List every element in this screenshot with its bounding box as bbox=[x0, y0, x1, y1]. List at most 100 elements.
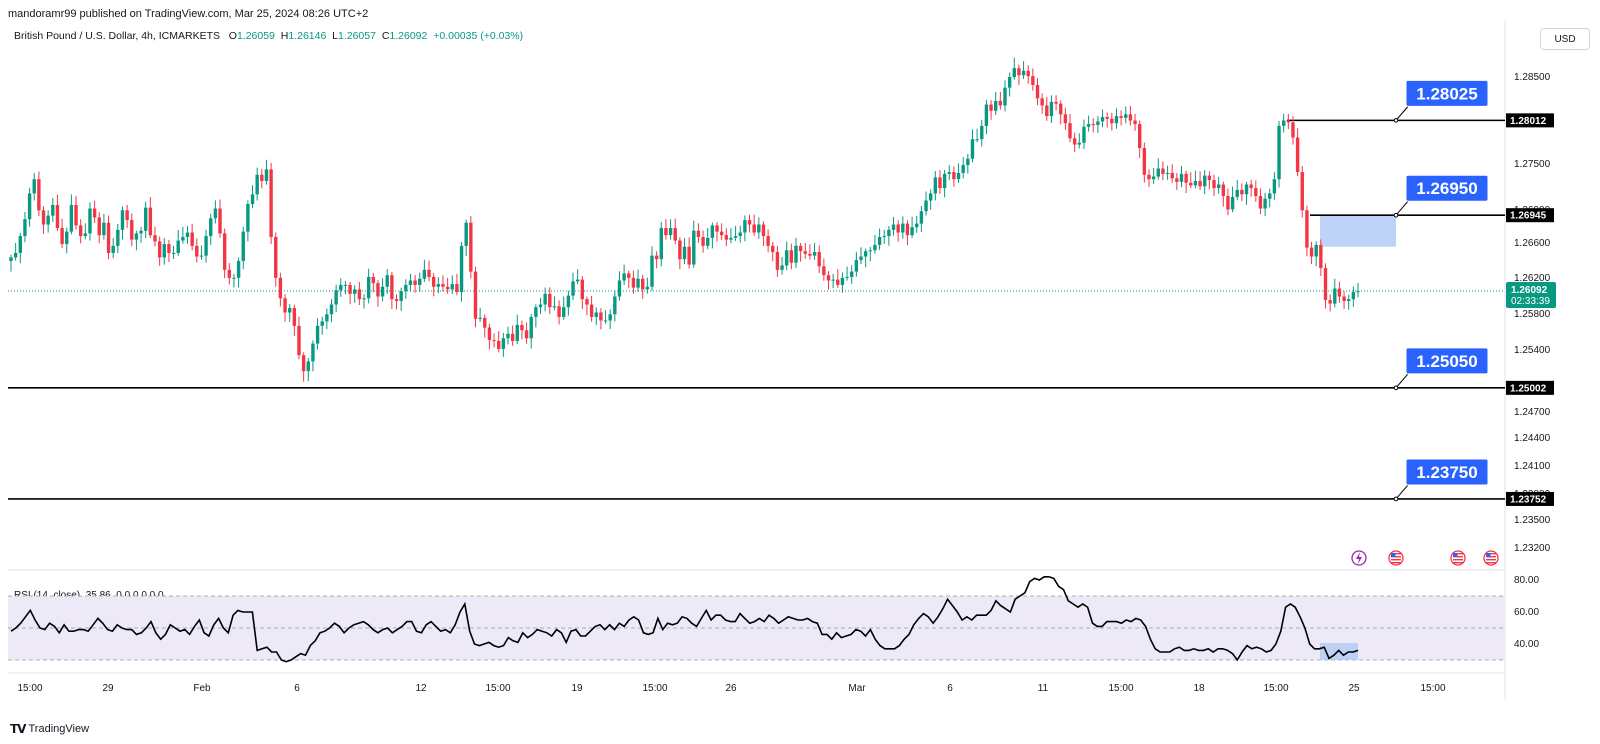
us-flag-icon-canton bbox=[1486, 553, 1491, 557]
candle bbox=[994, 91, 998, 115]
time-tick-label: 15:00 bbox=[1108, 683, 1133, 694]
candle bbox=[274, 232, 278, 287]
candle-body bbox=[1268, 193, 1272, 199]
candle-body bbox=[1319, 244, 1323, 269]
us-flag-icon[interactable] bbox=[1450, 550, 1466, 566]
candle-body bbox=[88, 208, 92, 234]
candle bbox=[469, 216, 473, 279]
candle-body bbox=[1193, 180, 1198, 186]
candle bbox=[543, 287, 547, 312]
candle bbox=[441, 275, 445, 292]
candle bbox=[585, 296, 589, 316]
candle bbox=[552, 296, 557, 311]
candle-body bbox=[274, 236, 278, 278]
candle bbox=[97, 212, 101, 244]
us-flag-icon-stripe bbox=[1453, 556, 1463, 558]
candle bbox=[306, 358, 310, 382]
candle bbox=[1249, 179, 1253, 197]
candle bbox=[130, 213, 134, 247]
candle bbox=[283, 294, 287, 322]
candle bbox=[213, 200, 218, 224]
candle-body bbox=[450, 284, 454, 290]
level-axis-badge bbox=[1506, 380, 1554, 395]
callout-box bbox=[1405, 458, 1489, 486]
us-flag-icon-stripe bbox=[1453, 553, 1463, 555]
candle bbox=[1319, 239, 1323, 276]
candle-body bbox=[896, 224, 900, 233]
candle-body bbox=[353, 289, 357, 294]
candle bbox=[473, 266, 478, 328]
candle bbox=[989, 100, 993, 120]
tradingview-logo[interactable]: 𝗧𝗩 TradingView bbox=[10, 722, 89, 736]
candle-body bbox=[989, 104, 993, 111]
candle bbox=[353, 285, 357, 303]
candle-body bbox=[390, 275, 394, 300]
candle bbox=[747, 214, 752, 233]
candle bbox=[1258, 188, 1263, 215]
candle-body bbox=[622, 273, 626, 281]
candle-body bbox=[469, 222, 473, 272]
candle-body bbox=[97, 217, 101, 236]
candle-body bbox=[664, 228, 668, 236]
candle-body bbox=[682, 246, 687, 260]
candle bbox=[171, 245, 176, 260]
currency-selector[interactable]: USD bbox=[1540, 28, 1590, 50]
open-value: 1.26059 bbox=[236, 30, 275, 42]
candle-body bbox=[1165, 172, 1170, 174]
candle bbox=[710, 222, 715, 249]
candle-body bbox=[1258, 196, 1263, 209]
candle bbox=[399, 287, 403, 311]
candle-body bbox=[315, 325, 320, 344]
candle-body bbox=[859, 256, 863, 261]
candle bbox=[510, 325, 515, 346]
candle bbox=[176, 230, 180, 256]
candle bbox=[436, 277, 441, 294]
callout-pointer bbox=[1395, 200, 1409, 216]
candle bbox=[1254, 180, 1258, 202]
candle-body bbox=[1263, 198, 1267, 209]
candle-body bbox=[510, 333, 515, 341]
candle-body bbox=[715, 225, 719, 232]
candle bbox=[394, 294, 399, 310]
candle bbox=[1295, 128, 1300, 177]
candle-body bbox=[1114, 116, 1119, 124]
candle-body bbox=[1300, 172, 1304, 211]
candle bbox=[1110, 112, 1114, 131]
candle-body bbox=[1068, 123, 1072, 139]
candle-body bbox=[1356, 291, 1360, 293]
callout-label: 1.26950 bbox=[1416, 179, 1477, 198]
candle-body bbox=[427, 269, 431, 277]
levels-layer: 1.28025 1.26950 1.25050 1.23750 bbox=[8, 79, 1505, 502]
candle bbox=[571, 272, 575, 301]
candle bbox=[431, 273, 436, 297]
candle bbox=[1086, 115, 1091, 132]
candle bbox=[478, 307, 482, 322]
candle-body bbox=[297, 325, 301, 356]
candle-body bbox=[1244, 184, 1249, 195]
candle-body bbox=[422, 269, 427, 279]
symbol-name[interactable]: British Pound / U.S. Dollar, 4h, ICMARKE… bbox=[14, 30, 220, 42]
candle bbox=[520, 320, 524, 340]
candle-body bbox=[366, 276, 371, 299]
candle-body bbox=[394, 299, 399, 301]
candle-body bbox=[901, 223, 905, 233]
candle-body bbox=[1142, 148, 1147, 175]
time-tick-label: 15:00 bbox=[1420, 683, 1445, 694]
candle bbox=[1286, 113, 1291, 130]
candle bbox=[1240, 183, 1244, 202]
candle bbox=[1161, 161, 1165, 181]
candle bbox=[594, 307, 598, 326]
candle bbox=[803, 242, 807, 259]
candle bbox=[1291, 116, 1295, 145]
callout-anchor bbox=[1393, 496, 1399, 502]
us-flag-icon[interactable] bbox=[1483, 550, 1499, 566]
rsi-legend[interactable]: RSI (14, close) 35.86 0 0 0 0 0 0 bbox=[14, 590, 164, 601]
candle-body bbox=[984, 104, 989, 126]
lightning-icon[interactable] bbox=[1351, 550, 1367, 566]
candle bbox=[264, 159, 269, 185]
candle bbox=[218, 199, 222, 238]
us-flag-icon[interactable] bbox=[1388, 550, 1404, 566]
candle-body bbox=[1110, 118, 1114, 124]
candle bbox=[1277, 120, 1281, 188]
